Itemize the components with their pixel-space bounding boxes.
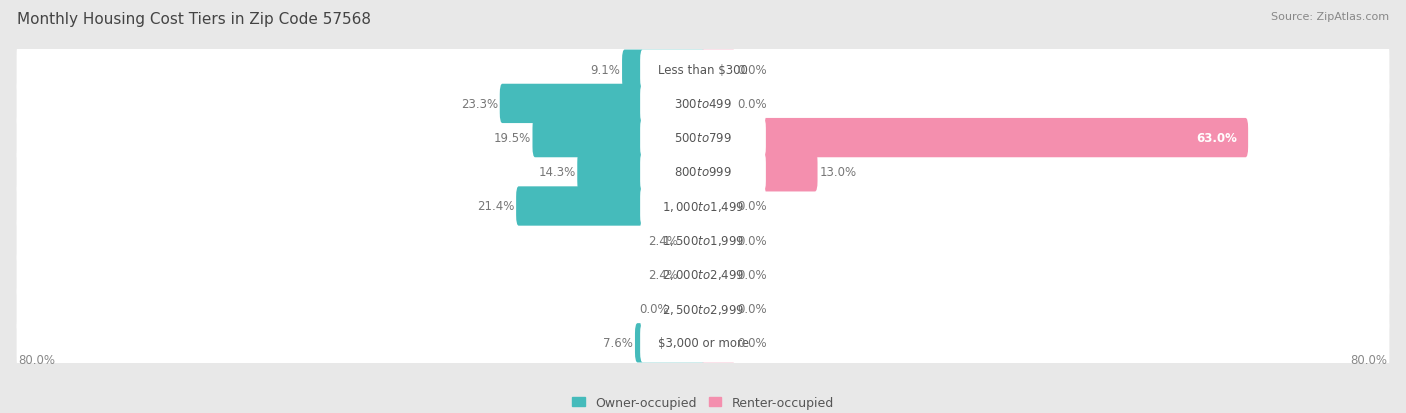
Text: $300 to $499: $300 to $499 (673, 97, 733, 111)
Text: $2,500 to $2,999: $2,500 to $2,999 (662, 302, 744, 316)
FancyBboxPatch shape (679, 221, 706, 260)
FancyBboxPatch shape (700, 50, 735, 90)
Text: Monthly Housing Cost Tiers in Zip Code 57568: Monthly Housing Cost Tiers in Zip Code 5… (17, 12, 371, 27)
Text: 23.3%: 23.3% (461, 97, 498, 111)
FancyBboxPatch shape (640, 119, 766, 158)
Text: $3,000 or more: $3,000 or more (658, 337, 748, 349)
FancyBboxPatch shape (640, 85, 766, 124)
FancyBboxPatch shape (700, 221, 735, 260)
FancyBboxPatch shape (636, 323, 706, 363)
FancyBboxPatch shape (700, 85, 735, 124)
Text: 21.4%: 21.4% (477, 200, 515, 213)
Text: Source: ZipAtlas.com: Source: ZipAtlas.com (1271, 12, 1389, 22)
FancyBboxPatch shape (17, 176, 1389, 237)
Text: 7.6%: 7.6% (603, 337, 633, 349)
FancyBboxPatch shape (17, 244, 1389, 306)
FancyBboxPatch shape (640, 221, 766, 260)
Text: $1,500 to $1,999: $1,500 to $1,999 (662, 234, 744, 248)
FancyBboxPatch shape (17, 39, 1389, 101)
FancyBboxPatch shape (17, 73, 1389, 135)
Text: 2.4%: 2.4% (648, 234, 678, 247)
FancyBboxPatch shape (621, 50, 706, 90)
Text: 2.4%: 2.4% (648, 268, 678, 281)
FancyBboxPatch shape (499, 85, 706, 124)
Text: 9.1%: 9.1% (591, 64, 620, 76)
Text: 80.0%: 80.0% (1351, 354, 1388, 366)
FancyBboxPatch shape (516, 187, 706, 226)
FancyBboxPatch shape (578, 153, 706, 192)
Text: $1,000 to $1,499: $1,000 to $1,499 (662, 199, 744, 214)
Text: 13.0%: 13.0% (820, 166, 856, 179)
FancyBboxPatch shape (700, 119, 1249, 158)
FancyBboxPatch shape (17, 209, 1389, 272)
Text: 0.0%: 0.0% (638, 302, 669, 316)
Text: Less than $300: Less than $300 (658, 64, 748, 76)
Text: $500 to $799: $500 to $799 (673, 132, 733, 145)
FancyBboxPatch shape (700, 289, 735, 328)
Text: 0.0%: 0.0% (738, 64, 768, 76)
FancyBboxPatch shape (533, 119, 706, 158)
Text: 0.0%: 0.0% (738, 268, 768, 281)
FancyBboxPatch shape (17, 312, 1389, 374)
FancyBboxPatch shape (679, 255, 706, 294)
FancyBboxPatch shape (700, 323, 735, 363)
Text: $2,000 to $2,499: $2,000 to $2,499 (662, 268, 744, 282)
FancyBboxPatch shape (640, 289, 766, 328)
Text: 0.0%: 0.0% (738, 337, 768, 349)
FancyBboxPatch shape (640, 255, 766, 294)
FancyBboxPatch shape (700, 153, 817, 192)
Text: $800 to $999: $800 to $999 (673, 166, 733, 179)
FancyBboxPatch shape (17, 278, 1389, 340)
FancyBboxPatch shape (671, 289, 706, 328)
Text: 14.3%: 14.3% (538, 166, 575, 179)
FancyBboxPatch shape (17, 107, 1389, 169)
Text: 0.0%: 0.0% (738, 234, 768, 247)
FancyBboxPatch shape (700, 255, 735, 294)
FancyBboxPatch shape (640, 50, 766, 90)
FancyBboxPatch shape (640, 187, 766, 226)
Text: 19.5%: 19.5% (494, 132, 531, 145)
Text: 0.0%: 0.0% (738, 302, 768, 316)
Legend: Owner-occupied, Renter-occupied: Owner-occupied, Renter-occupied (568, 391, 838, 413)
Text: 63.0%: 63.0% (1197, 132, 1237, 145)
FancyBboxPatch shape (640, 153, 766, 192)
FancyBboxPatch shape (17, 141, 1389, 204)
Text: 0.0%: 0.0% (738, 200, 768, 213)
FancyBboxPatch shape (700, 187, 735, 226)
Text: 80.0%: 80.0% (18, 354, 55, 366)
Text: 0.0%: 0.0% (738, 97, 768, 111)
FancyBboxPatch shape (640, 323, 766, 363)
